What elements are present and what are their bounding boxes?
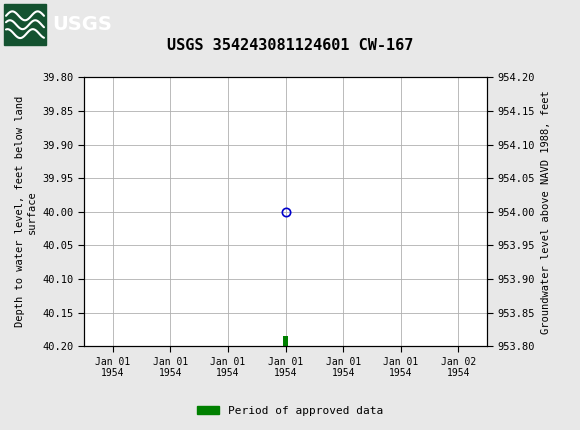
Legend: Period of approved data: Period of approved data <box>193 401 387 420</box>
Bar <box>284 336 288 346</box>
Y-axis label: Depth to water level, feet below land
surface: Depth to water level, feet below land su… <box>15 96 37 327</box>
Text: USGS 354243081124601 CW-167: USGS 354243081124601 CW-167 <box>167 38 413 52</box>
Bar <box>4 4 46 46</box>
Text: USGS: USGS <box>52 15 112 34</box>
Y-axis label: Groundwater level above NAVD 1988, feet: Groundwater level above NAVD 1988, feet <box>541 90 550 334</box>
